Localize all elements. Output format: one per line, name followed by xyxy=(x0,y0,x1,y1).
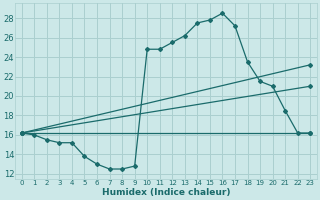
X-axis label: Humidex (Indice chaleur): Humidex (Indice chaleur) xyxy=(102,188,230,197)
